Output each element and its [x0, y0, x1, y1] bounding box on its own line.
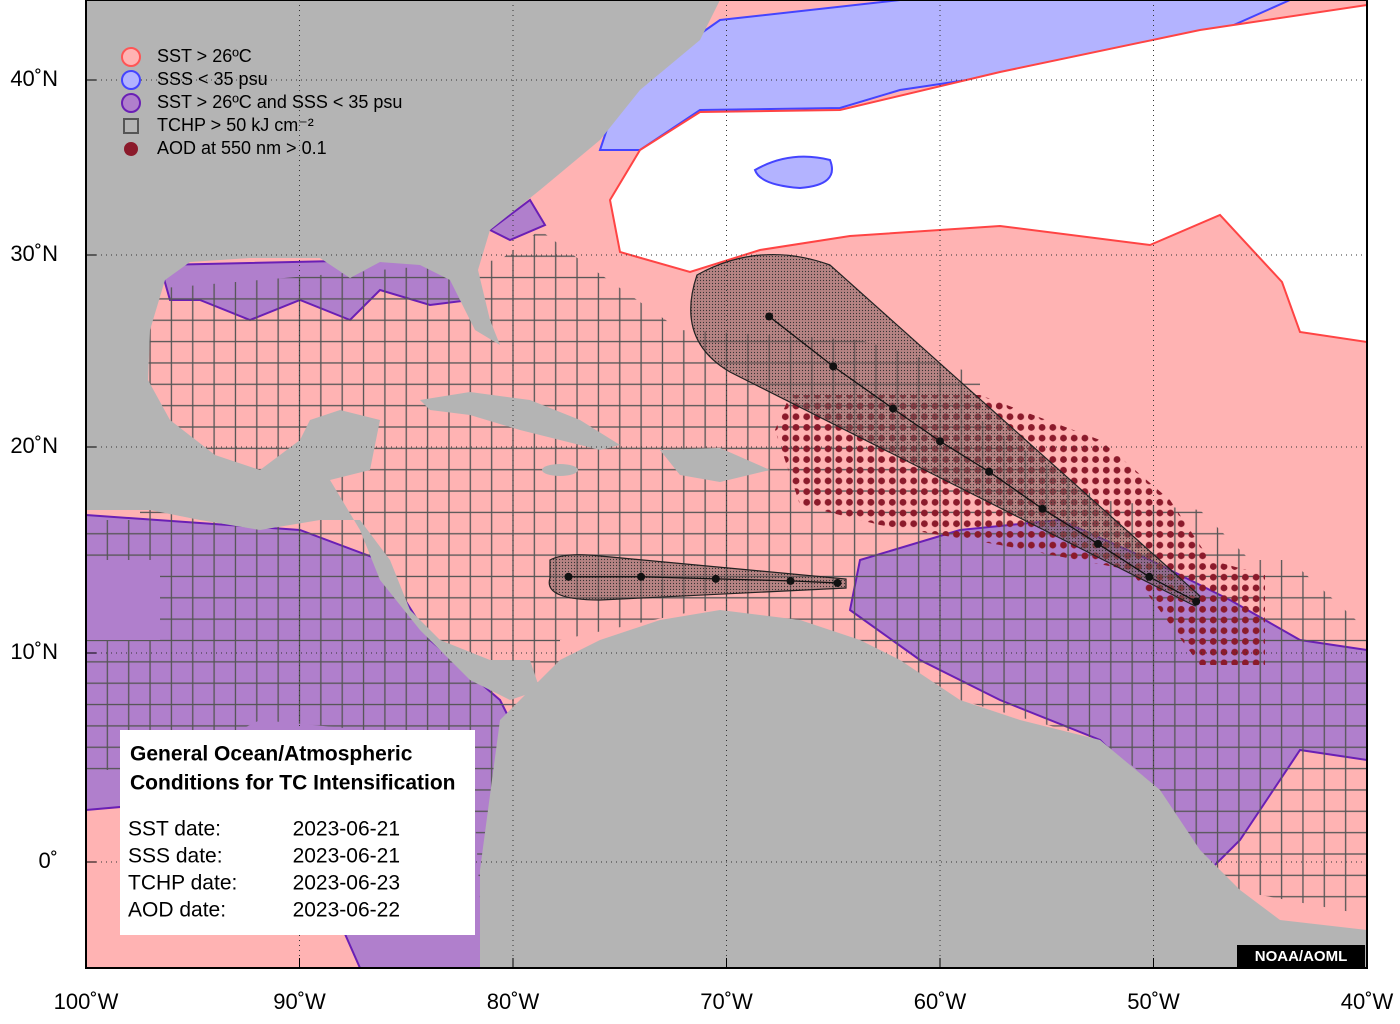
- storm-position: [1145, 572, 1154, 581]
- storm-position: [936, 437, 944, 446]
- legend-marker: [121, 47, 141, 67]
- legend: SST > 26ºC SSS < 35 psu SST > 26ºC and SSS…: [121, 46, 402, 158]
- storm-position: [637, 572, 646, 581]
- aod-region: [775, 395, 1265, 665]
- storm-position: [985, 467, 994, 476]
- axes: 100˚W 90˚W 80˚W 70˚W 60˚W 50˚W 40˚W 0˚ 10˚N 20˚N 3…: [10, 66, 1393, 1014]
- y-tick-label: 20˚N: [10, 433, 58, 458]
- date-value: 2023-06-21: [293, 818, 400, 841]
- storm-position: [765, 312, 774, 321]
- storm-cone: [548, 554, 847, 601]
- date-value: 2023-06-23: [293, 872, 400, 895]
- legend-marker: [121, 70, 141, 90]
- date-label: SST date:: [128, 818, 221, 841]
- legend-marker: [123, 118, 139, 134]
- cold-water: [608, 3, 1367, 344]
- storm-position: [1038, 504, 1047, 513]
- storm-position: [829, 362, 838, 371]
- land-south-america: [480, 610, 1367, 968]
- date-value: 2023-06-22: [293, 899, 400, 922]
- date-value: 2023-06-21: [293, 845, 400, 868]
- credit-bg: [1237, 945, 1365, 967]
- storm-position: [833, 578, 842, 587]
- date-label: TCHP date:: [128, 872, 237, 895]
- storm-tracks: [564, 312, 1201, 606]
- storm-position: [1093, 539, 1102, 548]
- x-tick-label: 50˚W: [1127, 989, 1180, 1014]
- land-jamaica: [542, 464, 578, 476]
- credit: NOAA/AOML: [1255, 948, 1348, 965]
- land-hispaniola: [660, 448, 770, 482]
- y-tick-label: 10˚N: [10, 639, 58, 664]
- x-tick-label: 70˚W: [700, 989, 753, 1014]
- info-title: General Ocean/Atmospheric: [130, 743, 413, 766]
- y-tick-label: 30˚N: [10, 241, 58, 266]
- purple-northeast: [488, 198, 547, 242]
- legend-label: SSS < 35 psu: [157, 69, 268, 89]
- info-box: [120, 730, 475, 935]
- legend-label: SST > 26ºC: [157, 46, 252, 66]
- legend-marker: [124, 142, 138, 156]
- x-tick-label: 60˚W: [914, 989, 967, 1014]
- x-tick-label: 100˚W: [54, 989, 119, 1014]
- y-tick-label: 40˚N: [10, 66, 58, 91]
- x-tick-label: 80˚W: [487, 989, 540, 1014]
- date-label: SSS date:: [128, 845, 223, 868]
- y-tick-label: 0˚: [38, 848, 58, 873]
- legend-marker: [121, 93, 141, 113]
- x-tick-label: 90˚W: [273, 989, 326, 1014]
- x-tick-label: 40˚W: [1341, 989, 1394, 1014]
- storm-position: [711, 574, 720, 583]
- legend-label: AOD at 550 nm > 0.1: [157, 138, 327, 158]
- info-dates: SST date: 2023-06-21 SSS date: 2023-06-21 TC…: [128, 818, 400, 922]
- land-cuba: [420, 392, 620, 450]
- legend-label: SST > 26ºC and SSS < 35 psu: [157, 92, 402, 112]
- grid: [86, 0, 1367, 968]
- storm-position: [889, 404, 898, 413]
- storm-position: [1192, 597, 1201, 606]
- land: [86, 0, 720, 700]
- info-title: Conditions for TC Intensification: [130, 772, 455, 795]
- date-label: AOD date:: [128, 899, 226, 922]
- storm-position: [786, 576, 795, 585]
- legend-label: TCHP > 50 kJ cm⁻²: [157, 115, 314, 135]
- sss-blob: [753, 155, 833, 190]
- storm-position: [564, 572, 573, 581]
